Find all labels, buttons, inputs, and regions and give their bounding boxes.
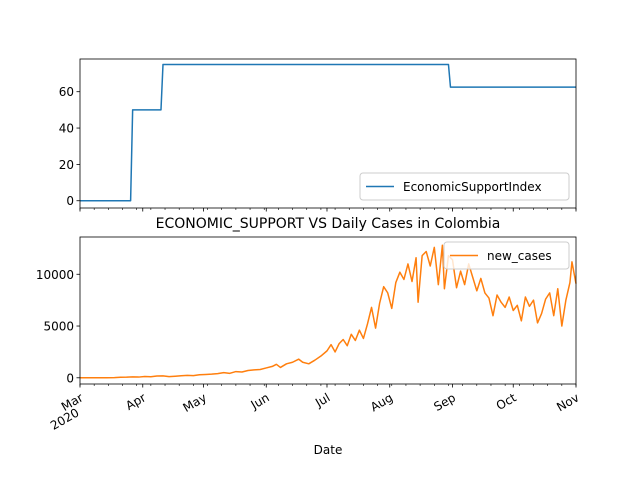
y-tick-label: 10000 — [36, 268, 74, 282]
economic-support-series-layer — [80, 63, 576, 202]
new_cases-line — [79, 244, 577, 379]
economic-support-panel: 0 20 40 60 EconomicSupportIndex — [59, 58, 577, 212]
new-cases-series-layer — [79, 244, 577, 379]
economicsupportindex-line — [80, 63, 576, 202]
x-tick-label: Jul — [312, 390, 332, 410]
y-tick-label: 40 — [59, 122, 74, 136]
x-axis-label: Date — [314, 443, 343, 457]
top-x-axis-ticks — [79, 208, 577, 212]
bottom-axes-frame — [79, 236, 577, 385]
y-tick-label: 20 — [59, 158, 74, 172]
chart-title: ECONOMIC_SUPPORT VS Daily Cases in Colom… — [156, 216, 501, 232]
bottom-legend-label: new_cases — [487, 249, 552, 263]
bottom-legend: new_cases — [443, 241, 570, 270]
top-legend-label: EconomicSupportIndex — [403, 180, 542, 194]
y-tick-label: 0 — [66, 194, 74, 208]
top-legend: EconomicSupportIndex — [359, 172, 570, 201]
y-tick-label: 0 — [66, 371, 74, 385]
bottom-y-axis-ticks: 0 5000 10000 — [36, 268, 80, 385]
y-tick-label: 5000 — [43, 320, 74, 334]
top-legend-box — [359, 172, 570, 201]
bottom-legend-box — [443, 241, 570, 270]
top-axes-frame — [79, 58, 577, 209]
top-y-axis-ticks: 0 20 40 60 — [59, 85, 80, 208]
y-tick-label: 60 — [59, 85, 74, 99]
